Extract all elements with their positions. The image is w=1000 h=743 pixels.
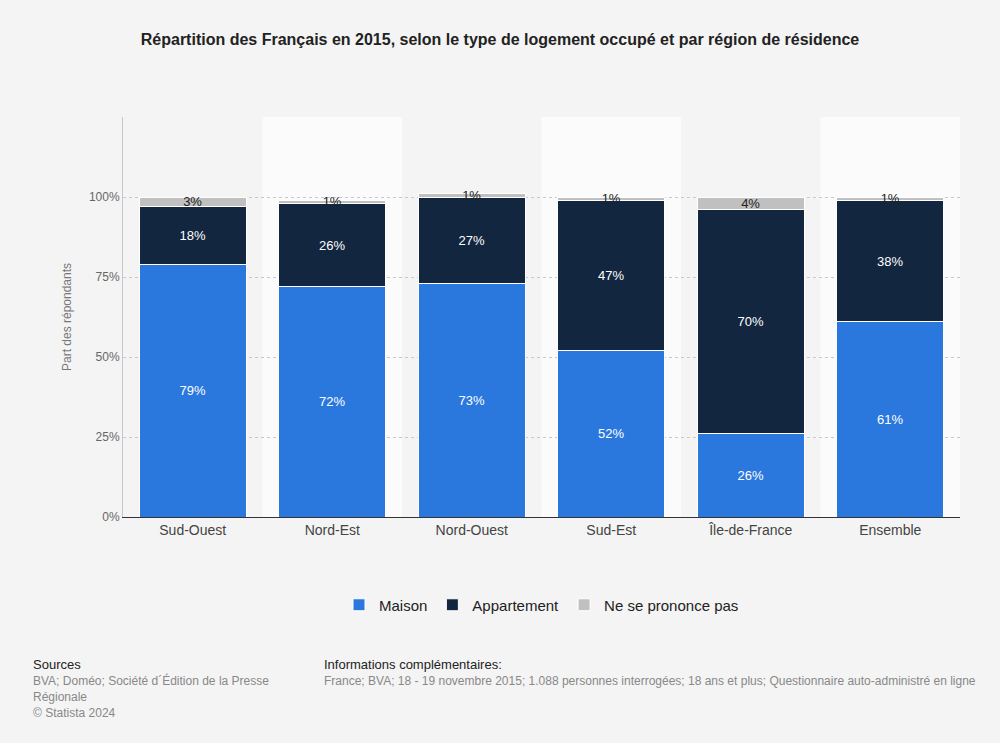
svg-text:Ne se prononce pas: Ne se prononce pas	[604, 597, 738, 614]
html-text:Sources: Sources	[33, 657, 81, 672]
svg-text:1%: 1%	[602, 191, 621, 206]
svg-text:52%: 52%	[598, 426, 624, 441]
svg-text:25%: 25%	[96, 430, 120, 444]
svg-text:26%: 26%	[738, 468, 764, 483]
svg-text:3%: 3%	[183, 194, 202, 209]
svg-text:79%: 79%	[180, 383, 206, 398]
svg-text:72%: 72%	[319, 394, 345, 409]
svg-text:100%: 100%	[89, 190, 120, 204]
svg-text:1%: 1%	[462, 188, 481, 203]
html-text:© Statista 2024: © Statista 2024	[33, 706, 116, 720]
svg-text:70%: 70%	[738, 314, 764, 329]
svg-text:38%: 38%	[877, 254, 903, 269]
svg-text:Ensemble: Ensemble	[859, 522, 921, 538]
svg-text:0%: 0%	[102, 510, 120, 524]
svg-text:27%: 27%	[459, 233, 485, 248]
svg-text:1%: 1%	[881, 191, 900, 206]
svg-text:50%: 50%	[96, 350, 120, 364]
html-text:Informations complémentaires:: Informations complémentaires:	[324, 657, 502, 672]
svg-text:61%: 61%	[877, 412, 903, 427]
svg-text:18%: 18%	[180, 228, 206, 243]
html-text:BVA; Doméo; Société d´Édition: BVA; Doméo; Société d´Édition de la Pres…	[33, 674, 269, 704]
svg-text:26%: 26%	[319, 238, 345, 253]
svg-text:1%: 1%	[323, 194, 342, 209]
svg-text:Maison: Maison	[379, 597, 427, 614]
svg-text:73%: 73%	[459, 393, 485, 408]
svg-text:Sud-Est: Sud-Est	[586, 522, 636, 538]
svg-text:Nord-Ouest: Nord-Ouest	[436, 522, 508, 538]
svg-text:75%: 75%	[96, 270, 120, 284]
html-text:France; BVA; 18 - 19 novembre: France; BVA; 18 - 19 novembre 2015; 1.08…	[324, 674, 976, 688]
svg-text:Île-de-France: Île-de-France	[708, 522, 792, 538]
svg-text:Appartement: Appartement	[472, 597, 559, 614]
svg-text:Part des répondants: Part des répondants	[60, 263, 74, 371]
svg-text:Nord-Est: Nord-Est	[305, 522, 360, 538]
svg-text:47%: 47%	[598, 268, 624, 283]
svg-text:Sud-Ouest: Sud-Ouest	[159, 522, 226, 538]
svg-text:4%: 4%	[741, 196, 760, 211]
svg-text:Répartition des Français en 20: Répartition des Français en 2015, selon …	[141, 31, 860, 48]
